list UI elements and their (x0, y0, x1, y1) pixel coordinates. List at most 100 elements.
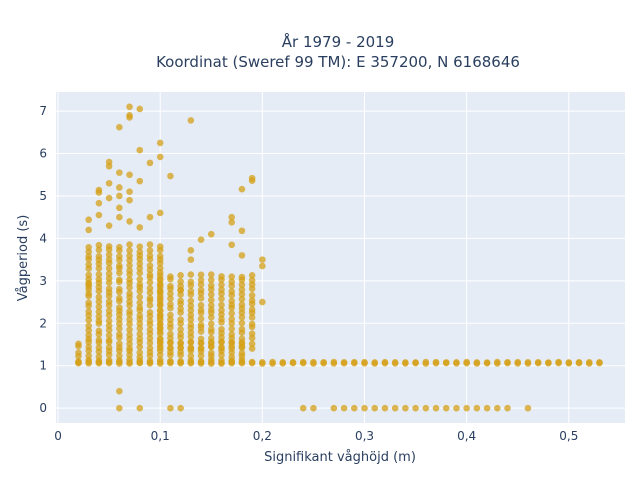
scatter-point (156, 243, 164, 250)
scatter-point (238, 185, 246, 193)
scatter-point (116, 330, 123, 338)
scatter-point (197, 276, 205, 284)
scatter-point (248, 177, 256, 184)
scatter-point (156, 272, 164, 279)
scatter-point (116, 320, 123, 327)
scatter-point (167, 330, 174, 338)
scatter-point (228, 241, 236, 249)
scatter-point (381, 358, 389, 366)
scatter-point (259, 262, 266, 270)
scatter-point (197, 335, 205, 343)
scatter-point (197, 321, 205, 329)
scatter-point (207, 320, 215, 328)
scatter-point (463, 404, 470, 412)
scatter-point (228, 331, 236, 338)
scatter-point (136, 269, 144, 277)
scatter-point (330, 358, 338, 366)
scatter-point (85, 253, 92, 260)
scatter-point (105, 256, 113, 263)
scatter-point (259, 359, 266, 366)
scatter-point (228, 315, 236, 323)
scatter-point (371, 404, 379, 412)
scatter-point (187, 321, 195, 328)
scatter-point (85, 279, 92, 287)
x-tick-label: 0 (54, 429, 62, 443)
scatter-point (402, 359, 409, 366)
scatter-point (575, 359, 583, 366)
scatter-point (207, 349, 215, 357)
scatter-point (105, 336, 113, 344)
scatter-point (238, 286, 246, 293)
scatter-point (197, 345, 205, 352)
scatter-point (391, 404, 399, 412)
scatter-point (126, 308, 133, 315)
scatter-point (116, 169, 123, 176)
scatter-point (177, 339, 184, 347)
scatter-point (534, 359, 542, 366)
scatter-point (126, 276, 133, 283)
y-tick-label: 0 (39, 401, 47, 415)
scatter-point (350, 404, 358, 412)
scatter-point (105, 322, 113, 329)
scatter-point (167, 290, 174, 298)
scatter-point (146, 271, 154, 279)
scatter-point (126, 188, 133, 196)
scatter-point (116, 352, 123, 360)
scatter-point (299, 404, 307, 412)
scatter-point (116, 285, 123, 293)
scatter-point (105, 194, 113, 202)
chart-title-line1: År 1979 - 2019 (282, 32, 395, 51)
scatter-point (177, 326, 184, 333)
scatter-point (136, 325, 144, 332)
scatter-point (95, 271, 103, 278)
scatter-point (95, 303, 103, 311)
scatter-point (85, 343, 92, 351)
scatter-point (228, 278, 236, 286)
scatter-point (95, 199, 103, 207)
scatter-point (207, 282, 215, 289)
scatter-point (105, 331, 113, 339)
scatter-point (85, 352, 92, 360)
scatter-point (156, 153, 164, 161)
scatter-point (218, 343, 225, 351)
scatter-point (136, 281, 144, 288)
scatter-point (95, 276, 103, 283)
scatter-point (187, 117, 195, 124)
scatter-point (156, 335, 164, 342)
scatter-point (156, 356, 164, 364)
y-tick-label: 3 (39, 274, 47, 288)
scatter-point (207, 291, 215, 298)
scatter-point (105, 179, 113, 187)
scatter-point (136, 343, 144, 351)
scatter-point (167, 172, 174, 180)
scatter-point (402, 404, 409, 412)
y-tick-label: 5 (39, 189, 47, 203)
scatter-point (432, 404, 440, 412)
scatter-point (136, 224, 144, 231)
scatter-point (146, 357, 154, 365)
scatter-point (177, 297, 184, 305)
scatter-point (167, 273, 174, 280)
scatter-point (177, 286, 184, 294)
scatter-point (228, 273, 236, 281)
x-tick-label: 0,3 (355, 429, 374, 443)
scatter-point (136, 299, 144, 306)
scatter-point (187, 311, 195, 319)
scatter-point (105, 317, 113, 325)
scatter-point (116, 276, 123, 284)
scatter-point (218, 286, 225, 294)
scatter-point (156, 252, 164, 260)
scatter-point (105, 162, 113, 170)
scatter-point (136, 293, 144, 301)
scatter-point (116, 192, 123, 200)
scatter-point (146, 301, 154, 309)
scatter-point (126, 298, 133, 305)
scatter-point (218, 295, 225, 303)
scatter-point (156, 139, 164, 147)
y-tick-label: 6 (39, 147, 47, 161)
scatter-point (289, 359, 297, 366)
scatter-point (136, 243, 144, 250)
scatter-point (126, 267, 133, 274)
scatter-point (136, 146, 144, 154)
scatter-point (228, 353, 236, 361)
